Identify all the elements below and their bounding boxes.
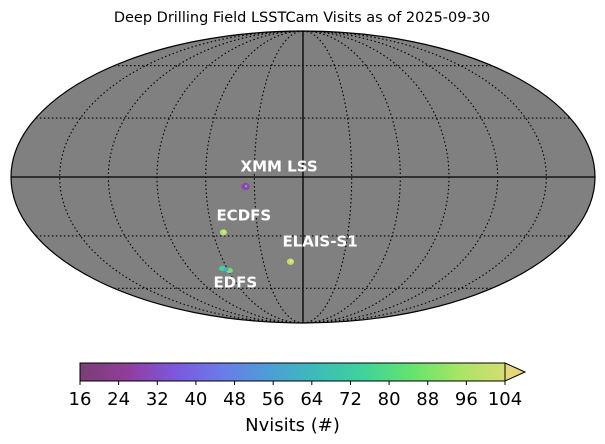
sky-outline	[10, 30, 596, 324]
colorbar-tick-label: 104	[488, 389, 522, 410]
colorbar-gradient	[79, 362, 506, 382]
colorbar-tick-label: 56	[262, 389, 285, 410]
graticule	[11, 31, 595, 323]
colorbar-tick-label: 72	[339, 389, 362, 410]
colorbar-tick-label: 64	[300, 389, 323, 410]
field-label: ELAIS-S1	[282, 233, 357, 251]
colorbar-tick-label: 16	[69, 389, 92, 410]
field-label: XMM LSS	[241, 158, 318, 176]
colorbar-label: Nvisits (#)	[245, 415, 340, 436]
colorbar-tick-label: 88	[416, 389, 439, 410]
field-marker	[286, 258, 295, 266]
colorbar-tick-label: 40	[184, 389, 207, 410]
colorbar: 16 24 32 40 48 56 64 72 80 88 96 104 Nvisits (#)	[69, 362, 527, 436]
colorbar-tick-label: 24	[107, 389, 130, 410]
field-marker	[219, 228, 228, 236]
field-markers	[218, 183, 295, 274]
colorbar-tick-label: 96	[455, 389, 478, 410]
colorbar-tick-label: 32	[146, 389, 169, 410]
chart-title: Deep Drilling Field LSSTCam Visits as of…	[114, 10, 490, 26]
field-marker	[218, 265, 234, 274]
field-labels: XMM LSS ECDFS ELAIS-S1 EDFS	[213, 158, 357, 292]
field-label: ECDFS	[216, 206, 271, 224]
colorbar-tick-label: 48	[223, 389, 246, 410]
mollweide-map	[10, 30, 596, 324]
colorbar-ticks: 16 24 32 40 48 56 64 72 80 88 96 104	[69, 381, 522, 410]
colorbar-tick-label: 80	[378, 389, 401, 410]
colorbar-extend-triangle	[504, 362, 527, 382]
field-marker	[241, 183, 250, 191]
field-label: EDFS	[213, 274, 257, 292]
